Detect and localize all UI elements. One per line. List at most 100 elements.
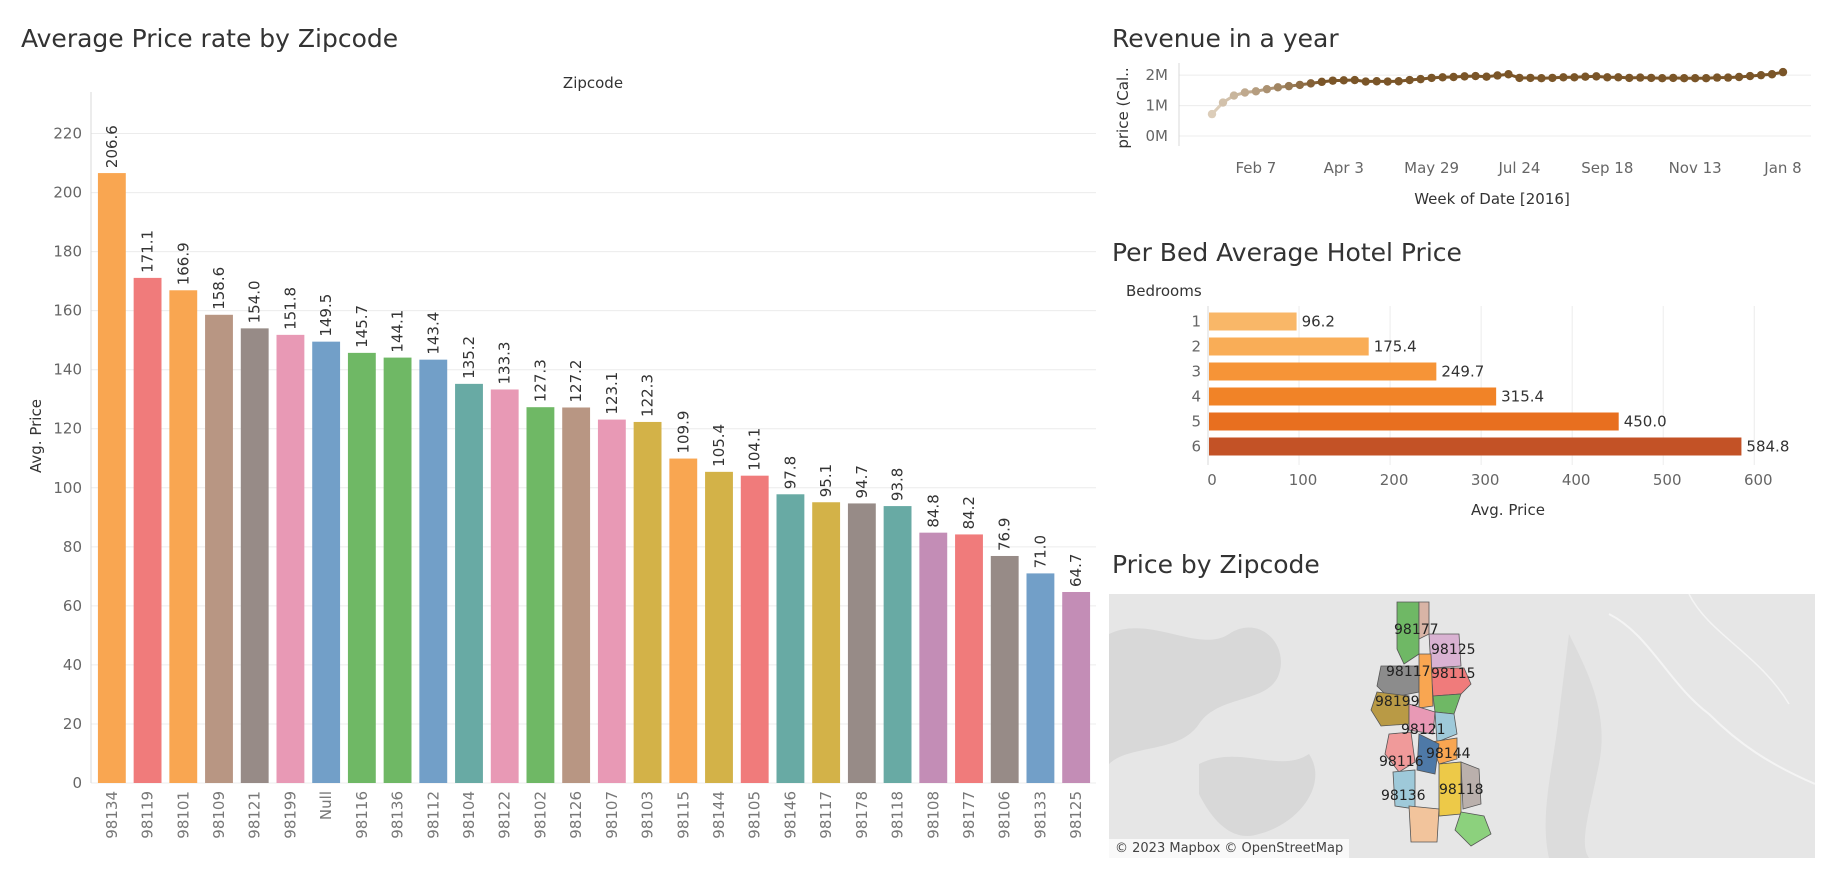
y-tick-label: 100 <box>53 479 82 497</box>
data-point <box>1339 76 1348 85</box>
x-tick-label: 98105 <box>746 791 764 839</box>
bar <box>419 359 448 783</box>
data-label: 154.0 <box>246 280 264 323</box>
bar <box>1209 362 1437 381</box>
x-tick-label: 98178 <box>853 791 871 839</box>
bar <box>312 341 341 783</box>
x-tick-label: 400 <box>1562 471 1591 489</box>
data-point <box>1767 70 1777 79</box>
x-tick-label: Null <box>317 791 335 820</box>
zip-region[interactable] <box>1408 703 1436 735</box>
x-tick-label: 98177 <box>960 791 978 839</box>
x-tick-label: 98118 <box>889 791 907 839</box>
data-label: 95.1 <box>817 464 835 497</box>
data-label: 166.9 <box>174 242 192 285</box>
data-label: 127.2 <box>567 360 585 403</box>
data-label: 105.4 <box>710 424 728 467</box>
data-point <box>1317 77 1327 87</box>
y-tick-label: 200 <box>53 184 82 202</box>
x-tick-label: 98117 <box>817 791 835 839</box>
x-axis-label: Week of Date [2016] <box>1414 190 1570 208</box>
zip-label: 98117 <box>1386 664 1431 680</box>
data-point <box>1438 73 1447 82</box>
data-point <box>1668 73 1678 83</box>
x-tick-label: 98133 <box>1031 791 1049 839</box>
data-label: 94.7 <box>853 465 871 498</box>
x-tick-label: Jul 24 <box>1497 159 1540 177</box>
x-tick-label: 98103 <box>639 791 657 839</box>
y-tick-label: 1 <box>1191 313 1201 331</box>
data-label: 109.9 <box>674 411 692 454</box>
y-tick-label: 6 <box>1191 438 1201 456</box>
data-point <box>1273 83 1283 92</box>
bar <box>1062 591 1091 783</box>
data-point <box>1537 74 1546 83</box>
data-point <box>1679 74 1689 83</box>
data-point <box>1504 70 1513 79</box>
zipcode-map[interactable]: 98177 98125 98117 98115 98199 98121 98116 98144… <box>1109 594 1815 858</box>
zip-region[interactable] <box>1416 733 1440 775</box>
data-point <box>1778 67 1788 77</box>
y-tick-label: 180 <box>53 243 82 261</box>
zip-region[interactable] <box>1454 811 1492 847</box>
y-tick-label: 5 <box>1191 413 1201 431</box>
bar <box>740 475 769 783</box>
zip-region[interactable] <box>1370 691 1410 727</box>
x-tick-label: 98144 <box>710 791 728 839</box>
bar <box>133 277 162 783</box>
y-tick-label: 3 <box>1191 363 1201 381</box>
data-label: 123.1 <box>603 372 621 415</box>
data-label: 158.6 <box>210 267 228 310</box>
zip-region[interactable] <box>1408 805 1440 843</box>
zip-region[interactable] <box>1434 711 1458 743</box>
data-label: 135.2 <box>460 336 478 379</box>
bar <box>1209 312 1297 331</box>
bar <box>383 357 412 783</box>
x-tick-label: Sep 18 <box>1581 159 1633 177</box>
x-tick-label: Nov 13 <box>1669 159 1722 177</box>
data-point <box>1690 74 1700 83</box>
water-body <box>1199 754 1316 836</box>
x-tick-label: 600 <box>1744 471 1773 489</box>
zip-region[interactable] <box>1396 601 1420 665</box>
y-tick-label: 60 <box>63 597 82 615</box>
y-axis-label: Avg. Price <box>27 399 45 473</box>
x-tick-label: 98115 <box>674 791 692 839</box>
data-label: 76.9 <box>996 518 1014 551</box>
data-point <box>1460 72 1469 81</box>
zip-region[interactable] <box>1460 761 1482 810</box>
x-tick-label: 98199 <box>281 791 299 839</box>
data-point <box>1295 80 1305 90</box>
data-point <box>1306 79 1316 88</box>
x-tick-label: 300 <box>1471 471 1500 489</box>
data-point <box>1559 73 1568 82</box>
data-point <box>1372 77 1381 86</box>
data-label: 175.4 <box>1374 338 1417 356</box>
data-point <box>1361 77 1370 86</box>
bedroom-bar-chart: Bedrooms 0 100 200 300 400 500 600 1 96.2 2 175.4 3 2… <box>1126 282 1789 519</box>
data-point <box>1712 73 1722 82</box>
x-tick-label: Feb 7 <box>1235 159 1276 177</box>
data-point <box>1350 75 1359 85</box>
data-label: 315.4 <box>1501 388 1544 406</box>
zip-region[interactable] <box>1418 653 1434 709</box>
x-tick-label: 98101 <box>174 791 192 839</box>
zip-region[interactable] <box>1384 731 1416 773</box>
data-label: 249.7 <box>1441 363 1484 381</box>
data-label: 64.7 <box>1067 554 1085 587</box>
x-tick-label: 98121 <box>246 791 264 839</box>
data-point <box>1581 72 1590 81</box>
data-label: 143.4 <box>424 312 442 355</box>
bar <box>169 290 198 783</box>
y-tick-label: 0 <box>72 774 82 792</box>
bar <box>633 421 662 783</box>
data-label: 84.2 <box>960 496 978 529</box>
x-tick-label: 98108 <box>924 791 942 839</box>
y-tick-label: 2M <box>1146 66 1169 84</box>
water-body <box>1545 634 1602 858</box>
x-tick-label: Apr 3 <box>1324 159 1364 177</box>
zip-region[interactable] <box>1432 693 1462 715</box>
x-tick-label: 98102 <box>531 791 549 839</box>
bar <box>1209 337 1369 356</box>
y-tick-label: 0M <box>1146 127 1169 145</box>
